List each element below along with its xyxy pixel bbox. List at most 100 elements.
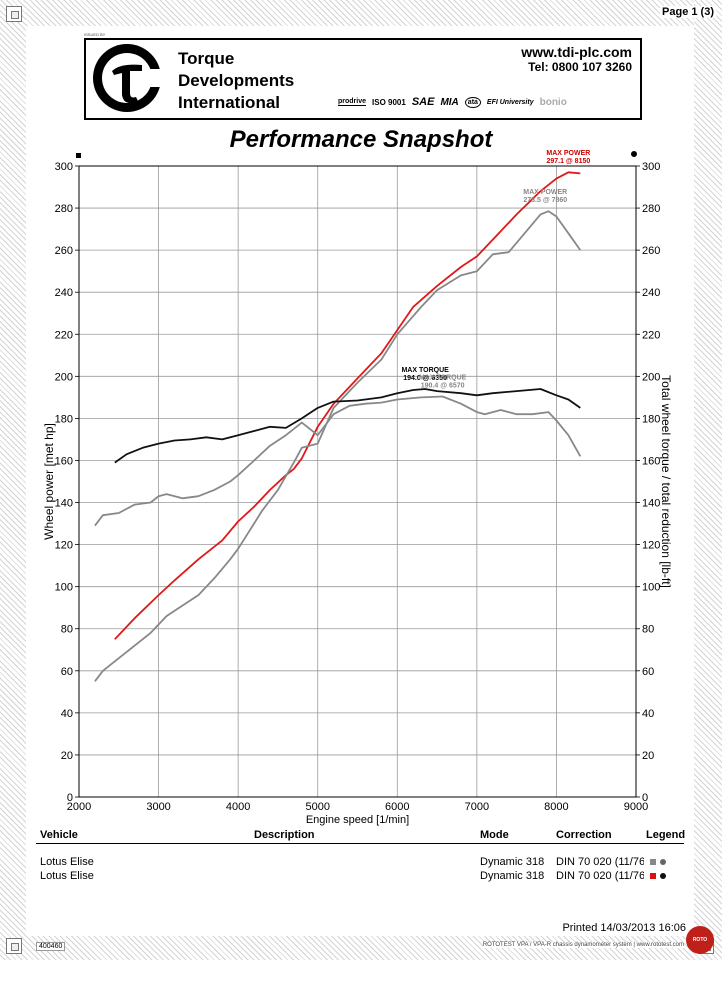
corner-marker-icon: [631, 151, 637, 157]
y-tick-label: 60: [61, 666, 73, 678]
power-series-line: [94, 210, 582, 682]
x-tick-label: 7000: [465, 801, 489, 813]
col-header-description: Description: [254, 829, 315, 841]
vehicle-cell: Lotus Elise: [40, 870, 94, 882]
x-tick-label: 9000: [624, 801, 648, 813]
y-axis-label-right: Total wheel torque / total reduction [lb…: [659, 375, 673, 588]
efi-logo: EFI University: [486, 98, 534, 106]
correction-cell: DIN 70 020 (11/76: [556, 870, 644, 882]
x-tick-label: 8000: [544, 801, 568, 813]
copy-icon[interactable]: [6, 6, 22, 22]
y-tick-label-right: 80: [642, 624, 654, 636]
y-tick-label: 80: [61, 624, 73, 636]
y-tick-label: 300: [55, 161, 73, 173]
vehicle-cell: Lotus Elise: [40, 856, 94, 868]
y-tick-label: 280: [55, 203, 73, 215]
y-tick-label: 260: [55, 245, 73, 257]
document-id: 400460: [36, 942, 66, 951]
annotation-title: MAX POWER: [546, 150, 590, 157]
y-axis-label-left: Wheel power [met hp]: [42, 423, 56, 540]
company-name: Torque Developments International: [178, 48, 294, 114]
y-tick-label-right: 260: [642, 245, 660, 257]
corner-marker-icon: [76, 153, 81, 158]
page-area: [26, 26, 694, 936]
tdi-logo-icon: [93, 44, 166, 112]
company-name-line: Torque: [178, 49, 235, 68]
x-axis-label: Engine speed [1/min]: [306, 814, 409, 826]
x-tick-label: 6000: [385, 801, 409, 813]
annotation-title: MAX TORQUE: [419, 375, 467, 382]
iso-logo: ISO 9001: [372, 97, 406, 107]
copy-icon[interactable]: [6, 938, 22, 954]
legend-cell: [650, 856, 666, 868]
y-tick-label: 100: [55, 582, 73, 594]
printed-timestamp: Printed 14/03/2013 16:06: [562, 922, 686, 934]
y-tick-label-right: 280: [642, 203, 660, 215]
y-tick-label-right: 160: [642, 455, 660, 467]
rototest-logo-icon: ROTO TEST: [686, 926, 714, 971]
col-header-mode: Mode: [480, 829, 509, 841]
y-tick-label: 140: [55, 498, 73, 510]
legend-dot-icon: [660, 873, 666, 880]
company-name-line: Developments: [178, 71, 295, 90]
table-header-rule: [36, 843, 684, 844]
legend-square-icon: [650, 859, 656, 866]
frame-top: [0, 0, 722, 26]
x-tick-label: 3000: [146, 801, 170, 813]
website-link[interactable]: www.tdi-plc.com: [521, 44, 632, 60]
y-tick-label-right: 60: [642, 666, 654, 678]
plot-frame: [78, 165, 637, 798]
y-tick-label-right: 300: [642, 161, 660, 173]
col-header-correction: Correction: [556, 829, 612, 841]
accreditation-logos: prodrive ISO 9001 SAE MIA ata EFI Univer…: [338, 96, 567, 108]
legend-cell: [650, 870, 666, 882]
sae-logo: SAE: [411, 96, 435, 108]
y-tick-label: 220: [55, 329, 73, 341]
bonio-logo: bonio: [539, 96, 567, 108]
ata-logo: ata: [464, 96, 481, 108]
y-tick-label-right: 0: [642, 792, 648, 804]
mode-cell: Dynamic 318: [480, 856, 545, 868]
y-tick-label: 20: [61, 750, 73, 762]
annotation-title: MAX TORQUE: [401, 367, 449, 374]
torque-series-line: [114, 388, 581, 464]
annotation-title: MAX POWER: [523, 189, 567, 196]
y-tick-label: 180: [55, 413, 73, 425]
y-tick-label-right: 140: [642, 498, 660, 510]
x-tick-label: 5000: [305, 801, 329, 813]
y-tick-label: 120: [55, 540, 73, 552]
y-tick-label-right: 100: [642, 582, 660, 594]
company-name-line: International: [178, 93, 281, 112]
grid: [75, 151, 640, 798]
mia-logo: MIA: [440, 96, 459, 108]
chart-title: Performance Snapshot: [229, 126, 493, 153]
series: [94, 171, 582, 682]
phone-number: Tel: 0800 107 3260: [528, 60, 632, 74]
x-tick-label: 2000: [67, 801, 91, 813]
page-number: Page 1 (3): [660, 6, 716, 18]
power-series-line: [114, 171, 581, 640]
company-header: Torque Developments International www.td…: [84, 38, 642, 120]
y-tick-label: 0: [67, 792, 73, 804]
y-tick-label-right: 240: [642, 287, 660, 299]
issued-by-label: ISSUED BY: [84, 32, 106, 37]
col-header-legend: Legend: [646, 829, 686, 841]
mode-cell: Dynamic 318: [480, 870, 545, 882]
annotation-value: 194.0 @ 6350: [403, 375, 447, 382]
y-tick-label: 40: [61, 708, 73, 720]
legend-square-icon: [650, 873, 656, 880]
y-tick-label: 240: [55, 287, 73, 299]
frame-left: [0, 0, 26, 960]
frame-right: [694, 0, 722, 960]
annotation-value: 278.5 @ 7860: [523, 197, 567, 204]
y-tick-label-right: 200: [642, 371, 660, 383]
correction-cell: DIN 70 020 (11/76: [556, 856, 644, 868]
torque-series-line: [94, 395, 582, 527]
y-tick-label: 200: [55, 371, 73, 383]
y-tick-label-right: 120: [642, 540, 660, 552]
system-footer-text: ROTOTEST VPA / VPA-R chassis dynamometer…: [482, 942, 684, 948]
prodrive-logo: prodrive: [338, 98, 367, 106]
x-tick-label: 4000: [226, 801, 250, 813]
